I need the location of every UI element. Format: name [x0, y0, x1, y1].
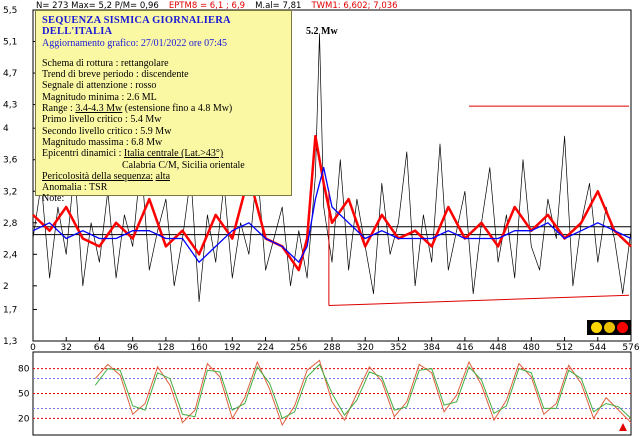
header-stat-3: TWM1: 6,602; 7,036 [310, 1, 397, 11]
header-stat-1: EPTM8 = 6,1 ; 6,9 [169, 1, 245, 11]
down-arrow-icon [619, 423, 627, 431]
x-tick-label: 384 [423, 343, 440, 353]
x-tick-label: 256 [290, 343, 307, 353]
oscillator-y-tick-label: 80 [18, 365, 30, 375]
light-red-icon [617, 322, 628, 333]
y-tick-label: 1,3 [3, 337, 17, 347]
x-tick-label: 480 [523, 343, 540, 353]
channel-lower-line [328, 294, 630, 307]
y-tick-label: 1,7 [3, 305, 17, 315]
x-tick-label: 448 [490, 343, 507, 353]
chart-header: N= 273 Max= 5,2 P/M= 0,96 EPTM8 = 6,1 ; 6… [36, 1, 398, 11]
x-tick-label: 288 [323, 343, 340, 353]
x-tick-label: 96 [127, 343, 139, 353]
x-tick-label: 352 [390, 343, 407, 353]
peak-magnitude-label: 5.2 Mw [306, 26, 338, 37]
series-line-0 [32, 33, 632, 302]
oscillator-series-1 [94, 363, 632, 420]
info-signal: Segnale di attenzione : rosso [42, 80, 157, 92]
y-tick-label: 5,1 [3, 38, 17, 48]
x-tick-label: 160 [191, 343, 208, 353]
info-range: Range : 3.4-4.3 Mw (estensione fino a 4.… [42, 103, 233, 115]
y-tick-label: 4,3 [3, 101, 17, 111]
info-note: Note: [42, 193, 65, 205]
y-tick-label: 2,4 [3, 250, 18, 260]
series-line-2 [32, 166, 632, 263]
y-tick-label: 2,8 [3, 219, 18, 229]
info-rupture: Schema di rottura : rettangolare [42, 57, 169, 69]
x-tick-label: 224 [257, 343, 274, 353]
y-tick-label: 3,2 [3, 187, 17, 197]
main-y-axis: 1,3 1,7 2 2,4 2,8 3,2 3,6 4 4,3 4,7 5,1 5,5 [3, 6, 37, 347]
x-tick-label: 320 [357, 343, 374, 353]
x-tick-label: 576 [622, 343, 639, 353]
info-level1: Primo livello critico : 5.4 Mw [42, 114, 162, 126]
header-stat-0: N= 273 Max= 5,2 P/M= 0,96 [36, 1, 159, 11]
info-panel: SEQUENZA SISMICA GIORNALIERA DELL'ITALIA… [35, 10, 292, 204]
oscillator-series-0 [94, 359, 632, 427]
x-tick-label: 544 [589, 343, 606, 353]
info-level2: Secondo livello critico : 5.9 Mw [42, 125, 172, 137]
info-min-mag: Magnitudo minima : 2.6 ML [42, 91, 157, 103]
y-tick-label: 4,7 [3, 69, 17, 79]
oscillator-y-axis: 80 50 20 [18, 365, 30, 425]
light-amber-icon [604, 322, 615, 333]
main-plot-area [32, 33, 632, 307]
y-tick-label: 2 [3, 282, 9, 292]
header-stat-2: M.al= 7,81 [255, 1, 301, 11]
main-x-axis: 0 32 64 96 128 160 192 224 256 288 320 352 384 416 448… [30, 337, 640, 353]
x-tick-label: 416 [456, 343, 473, 353]
x-tick-label: 192 [224, 343, 241, 353]
info-anomaly: Anomalia : TSR [42, 182, 108, 194]
info-epicenters-2: Calabria C/M, Sicilia orientale [122, 159, 245, 171]
info-title: SEQUENZA SISMICA GIORNALIERA DELL'ITALIA [42, 15, 231, 38]
x-tick-label: 128 [157, 343, 174, 353]
oscillator-y-tick-label: 50 [18, 390, 30, 400]
y-tick-label: 4 [3, 124, 9, 134]
series-line-1 [32, 134, 632, 272]
info-danger: Pericolosità della sequenza: alta [42, 170, 171, 182]
light-yellow-icon [591, 322, 602, 333]
traffic-light-indicator [587, 320, 631, 335]
info-epicenters: Epicentri dinamici : Italia centrale (La… [42, 148, 224, 160]
y-tick-label: 3,6 [3, 156, 18, 166]
info-trend: Trend di breve periodo : discendente [42, 69, 189, 81]
x-tick-label: 0 [30, 343, 36, 353]
oscillator-y-tick-label: 20 [18, 414, 30, 424]
info-max-mag: Magnitudo massima : 6.8 Mw [42, 136, 163, 148]
x-tick-label: 512 [556, 343, 573, 353]
x-tick-label: 64 [94, 343, 106, 353]
x-tick-label: 32 [60, 343, 71, 353]
oscillator-plot-area [33, 359, 632, 427]
info-updated: Aggiornamento grafico: 27/01/2022 ore 07… [42, 37, 227, 49]
y-tick-label: 5,5 [3, 6, 17, 16]
